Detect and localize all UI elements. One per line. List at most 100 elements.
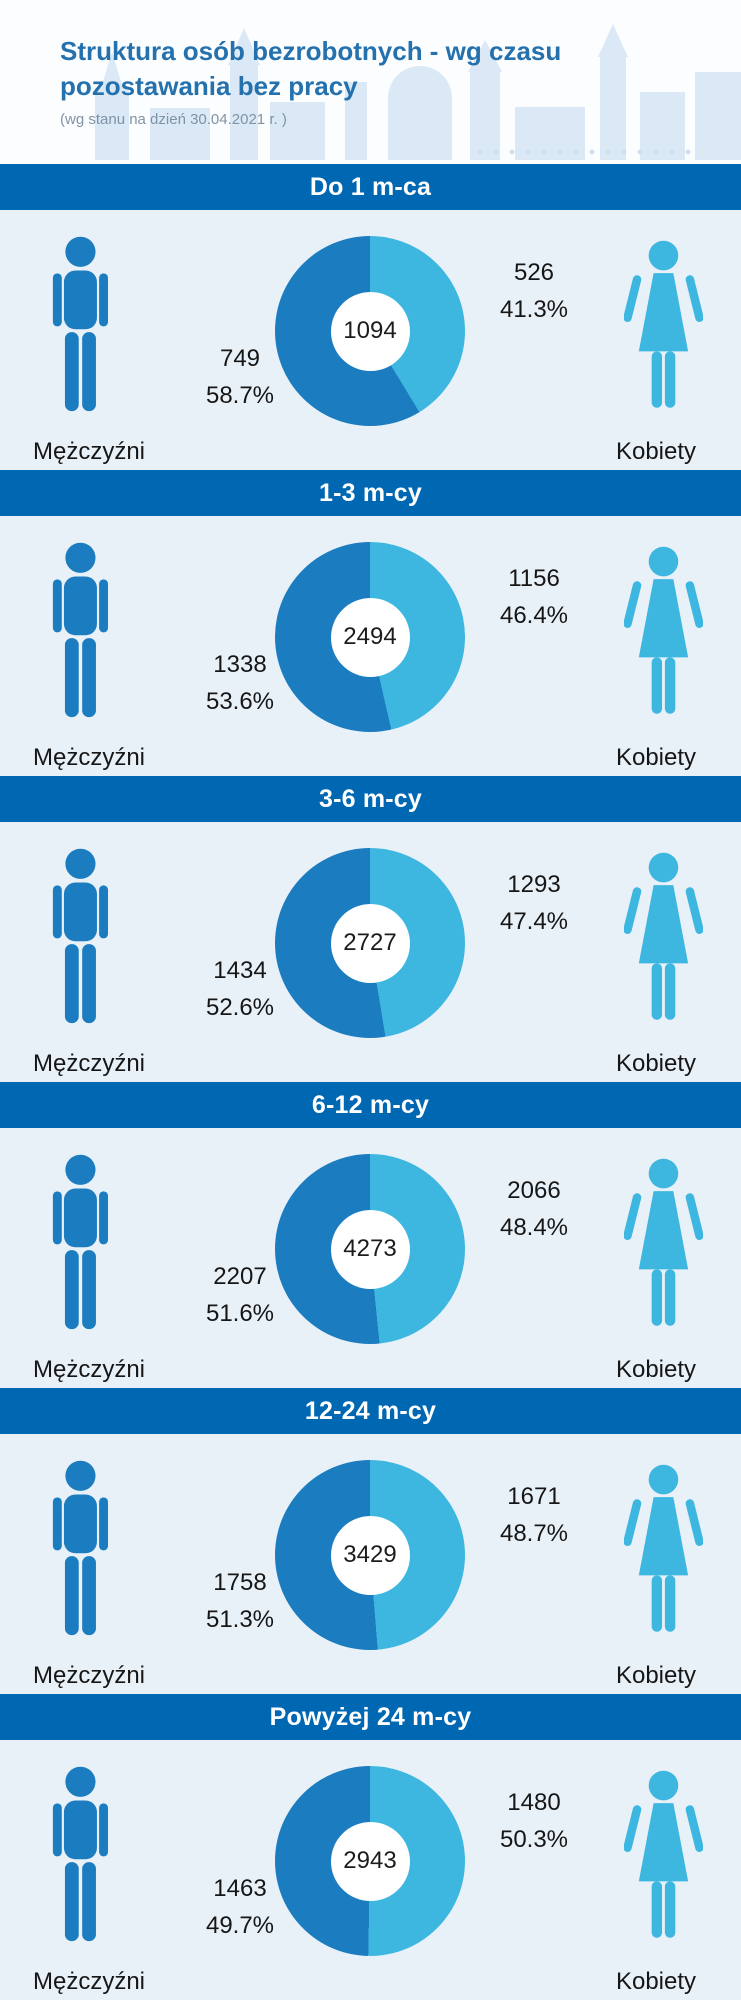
women-label: Kobiety [615, 1356, 697, 1383]
female-figure [624, 1464, 703, 1636]
section-header-band: Do 1 m-ca [0, 164, 741, 210]
women-stats: 1293 47.4% [464, 866, 604, 940]
women-label: Kobiety [615, 1050, 697, 1077]
section-header-band: 6-12 m-cy [0, 1082, 741, 1128]
men-percent: 49.7% [205, 1912, 275, 1939]
men-label: Mężczyźni [32, 1356, 146, 1383]
section-header-band: 1-3 m-cy [0, 470, 741, 516]
men-percent: 52.6% [205, 994, 275, 1021]
men-stats: 1434 52.6% [170, 952, 310, 1026]
section-content: 749 58.7% 1094 526 41.3% [0, 210, 741, 470]
section-header-band: Powyżej 24 m-cy [0, 1694, 741, 1740]
women-count: 2066 [507, 1177, 561, 1204]
duration-section: Powyżej 24 m-cy 1463 49.7% 2943 [0, 1694, 741, 2000]
male-figure [46, 1766, 115, 1944]
donut-chart: 4273 [275, 1154, 465, 1344]
women-stats: 526 41.3% [464, 254, 604, 328]
female-icon [624, 852, 703, 1020]
women-percent: 47.4% [499, 908, 569, 935]
duration-section: 1-3 m-cy 1338 53.6% 2494 [0, 470, 741, 776]
women-count: 1480 [507, 1789, 561, 1816]
men-count: 2207 [213, 1263, 267, 1290]
men-stats: 749 58.7% [170, 340, 310, 414]
section-title: 1-3 m-cy [318, 478, 423, 507]
male-icon [52, 848, 109, 1024]
section-content: 1338 53.6% 2494 1156 46.4% [0, 516, 741, 776]
female-icon [624, 240, 703, 408]
donut-total: 2727 [330, 903, 410, 983]
women-stats: 1671 48.7% [464, 1478, 604, 1552]
women-count: 1156 [508, 565, 560, 592]
section-content: 2207 51.6% 4273 2066 48.4% [0, 1128, 741, 1388]
male-icon [52, 1766, 109, 1942]
men-count: 1434 [213, 957, 267, 984]
section-title: 3-6 m-cy [318, 784, 423, 813]
donut-total: 3429 [330, 1515, 410, 1595]
female-figure [624, 852, 703, 1024]
women-label: Kobiety [615, 1662, 697, 1689]
women-percent: 41.3% [499, 296, 569, 323]
men-count: 749 [219, 345, 261, 372]
duration-section: 3-6 m-cy 1434 52.6% 2727 [0, 776, 741, 1082]
women-stats: 1156 46.4% [464, 560, 604, 634]
women-stats: 2066 48.4% [464, 1172, 604, 1246]
male-figure [46, 848, 115, 1026]
female-icon [624, 1158, 703, 1326]
header-text-block: Struktura osób bezrobotnych - wg czasu p… [60, 34, 561, 128]
men-percent: 53.6% [205, 688, 275, 715]
duration-section: 6-12 m-cy 2207 51.6% 4273 [0, 1082, 741, 1388]
men-count: 1758 [213, 1569, 267, 1596]
men-percent: 58.7% [205, 382, 275, 409]
female-icon [624, 546, 703, 714]
section-title: Do 1 m-ca [309, 172, 432, 201]
men-label: Mężczyźni [32, 744, 146, 771]
male-icon [52, 542, 109, 718]
men-label: Mężczyźni [32, 438, 146, 465]
women-label: Kobiety [615, 438, 697, 465]
women-percent: 50.3% [499, 1826, 569, 1853]
male-figure [46, 1154, 115, 1332]
duration-section: 12-24 m-cy 1758 51.3% 3429 [0, 1388, 741, 1694]
female-figure [624, 546, 703, 718]
section-title: 6-12 m-cy [311, 1090, 430, 1119]
section-header-band: 3-6 m-cy [0, 776, 741, 822]
section-content: 1463 49.7% 2943 1480 50.3% [0, 1740, 741, 2000]
female-figure [624, 240, 703, 412]
section-header-band: 12-24 m-cy [0, 1388, 741, 1434]
male-figure [46, 236, 115, 414]
men-count: 1463 [213, 1875, 267, 1902]
men-label: Mężczyźni [32, 1968, 146, 1995]
men-percent: 51.3% [205, 1606, 275, 1633]
women-label: Kobiety [615, 744, 697, 771]
page-subtitle: (wg stanu na dzień 30.04.2021 r. ) [60, 111, 287, 128]
donut-total: 2494 [330, 597, 410, 677]
male-figure [46, 1460, 115, 1638]
section-title: Powyżej 24 m-cy [269, 1702, 472, 1731]
men-stats: 1463 49.7% [170, 1870, 310, 1944]
male-icon [52, 1460, 109, 1636]
men-label: Mężczyźni [32, 1662, 146, 1689]
donut-total: 2943 [330, 1821, 410, 1901]
women-stats: 1480 50.3% [464, 1784, 604, 1858]
female-icon [624, 1464, 703, 1632]
women-percent: 48.7% [499, 1520, 569, 1547]
donut-chart: 3429 [275, 1460, 465, 1650]
donut-total: 1094 [330, 291, 410, 371]
city-skyline-graphic [95, 24, 741, 160]
female-icon [624, 1770, 703, 1938]
section-title: 12-24 m-cy [304, 1396, 437, 1425]
section-content: 1434 52.6% 2727 1293 47.4% [0, 822, 741, 1082]
men-count: 1338 [213, 651, 267, 678]
donut-chart: 1094 [275, 236, 465, 426]
men-percent: 51.6% [205, 1300, 275, 1327]
male-icon [52, 236, 109, 412]
donut-chart: 2494 [275, 542, 465, 732]
donut-chart: 2727 [275, 848, 465, 1038]
men-stats: 1338 53.6% [170, 646, 310, 720]
men-stats: 1758 51.3% [170, 1564, 310, 1638]
men-stats: 2207 51.6% [170, 1258, 310, 1332]
women-percent: 48.4% [499, 1214, 569, 1241]
women-percent: 46.4% [499, 602, 569, 629]
women-count: 1671 [507, 1483, 561, 1510]
